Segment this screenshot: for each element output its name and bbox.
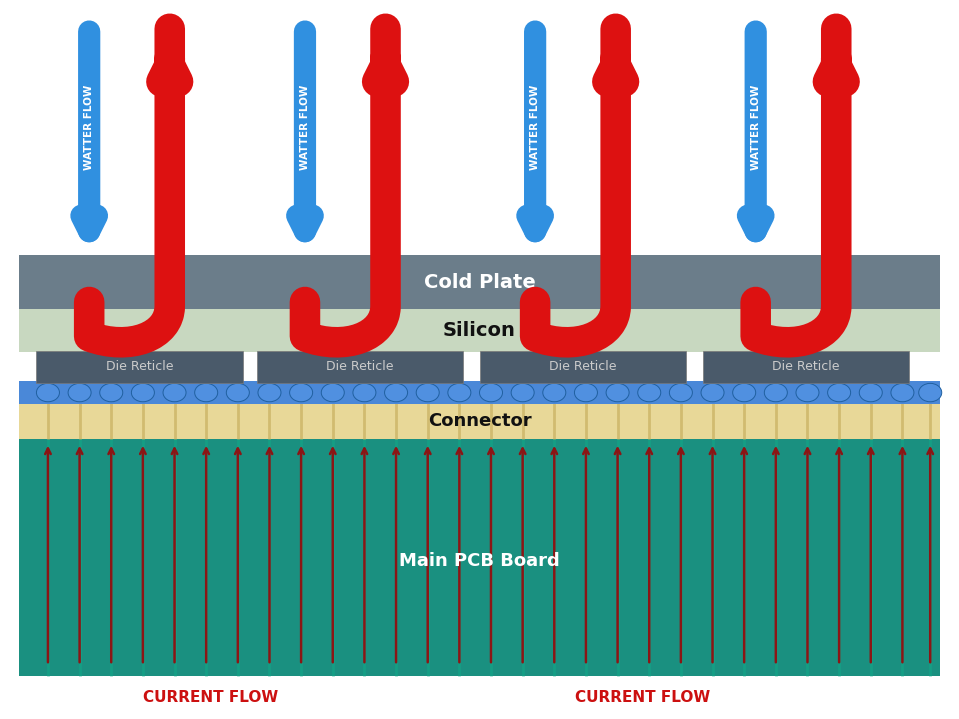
Ellipse shape	[100, 383, 123, 402]
Bar	[19, 381, 940, 404]
Ellipse shape	[859, 383, 882, 402]
Text: Connector: Connector	[428, 411, 531, 430]
Ellipse shape	[574, 383, 597, 402]
Ellipse shape	[353, 383, 376, 402]
Ellipse shape	[828, 383, 851, 402]
Ellipse shape	[226, 383, 249, 402]
Text: CURRENT FLOW: CURRENT FLOW	[574, 690, 711, 705]
Ellipse shape	[290, 383, 313, 402]
Text: Die Reticle: Die Reticle	[549, 360, 617, 373]
Text: WATTER FLOW: WATTER FLOW	[300, 85, 310, 170]
Ellipse shape	[480, 383, 503, 402]
Text: WATTER FLOW: WATTER FLOW	[84, 85, 94, 170]
Ellipse shape	[543, 383, 566, 402]
Ellipse shape	[131, 383, 154, 402]
Ellipse shape	[733, 383, 756, 402]
Bar	[703, 351, 909, 383]
Bar	[480, 351, 686, 383]
Text: CURRENT FLOW: CURRENT FLOW	[143, 690, 279, 705]
Text: Silicon: Silicon	[443, 321, 516, 339]
Text: WATTER FLOW: WATTER FLOW	[751, 85, 760, 170]
Bar	[257, 351, 463, 383]
Ellipse shape	[36, 383, 59, 402]
Ellipse shape	[638, 383, 661, 402]
Bar	[19, 437, 940, 676]
Bar	[19, 255, 940, 309]
Ellipse shape	[321, 383, 344, 402]
Ellipse shape	[919, 383, 942, 402]
Ellipse shape	[701, 383, 724, 402]
Ellipse shape	[416, 383, 439, 402]
Bar	[36, 351, 243, 383]
Ellipse shape	[68, 383, 91, 402]
Text: Die Reticle: Die Reticle	[326, 360, 394, 373]
Ellipse shape	[195, 383, 218, 402]
Text: Main PCB Board: Main PCB Board	[399, 551, 560, 570]
Ellipse shape	[891, 383, 914, 402]
Text: Die Reticle: Die Reticle	[772, 360, 840, 373]
Text: Die Reticle: Die Reticle	[105, 360, 174, 373]
Ellipse shape	[258, 383, 281, 402]
Ellipse shape	[606, 383, 629, 402]
Ellipse shape	[511, 383, 534, 402]
Ellipse shape	[764, 383, 787, 402]
Bar	[19, 308, 940, 352]
Ellipse shape	[669, 383, 692, 402]
Ellipse shape	[796, 383, 819, 402]
Ellipse shape	[385, 383, 408, 402]
Text: WATTER FLOW: WATTER FLOW	[530, 85, 540, 170]
Ellipse shape	[163, 383, 186, 402]
Text: Cold Plate: Cold Plate	[424, 273, 535, 292]
Ellipse shape	[448, 383, 471, 402]
Bar	[19, 403, 940, 439]
